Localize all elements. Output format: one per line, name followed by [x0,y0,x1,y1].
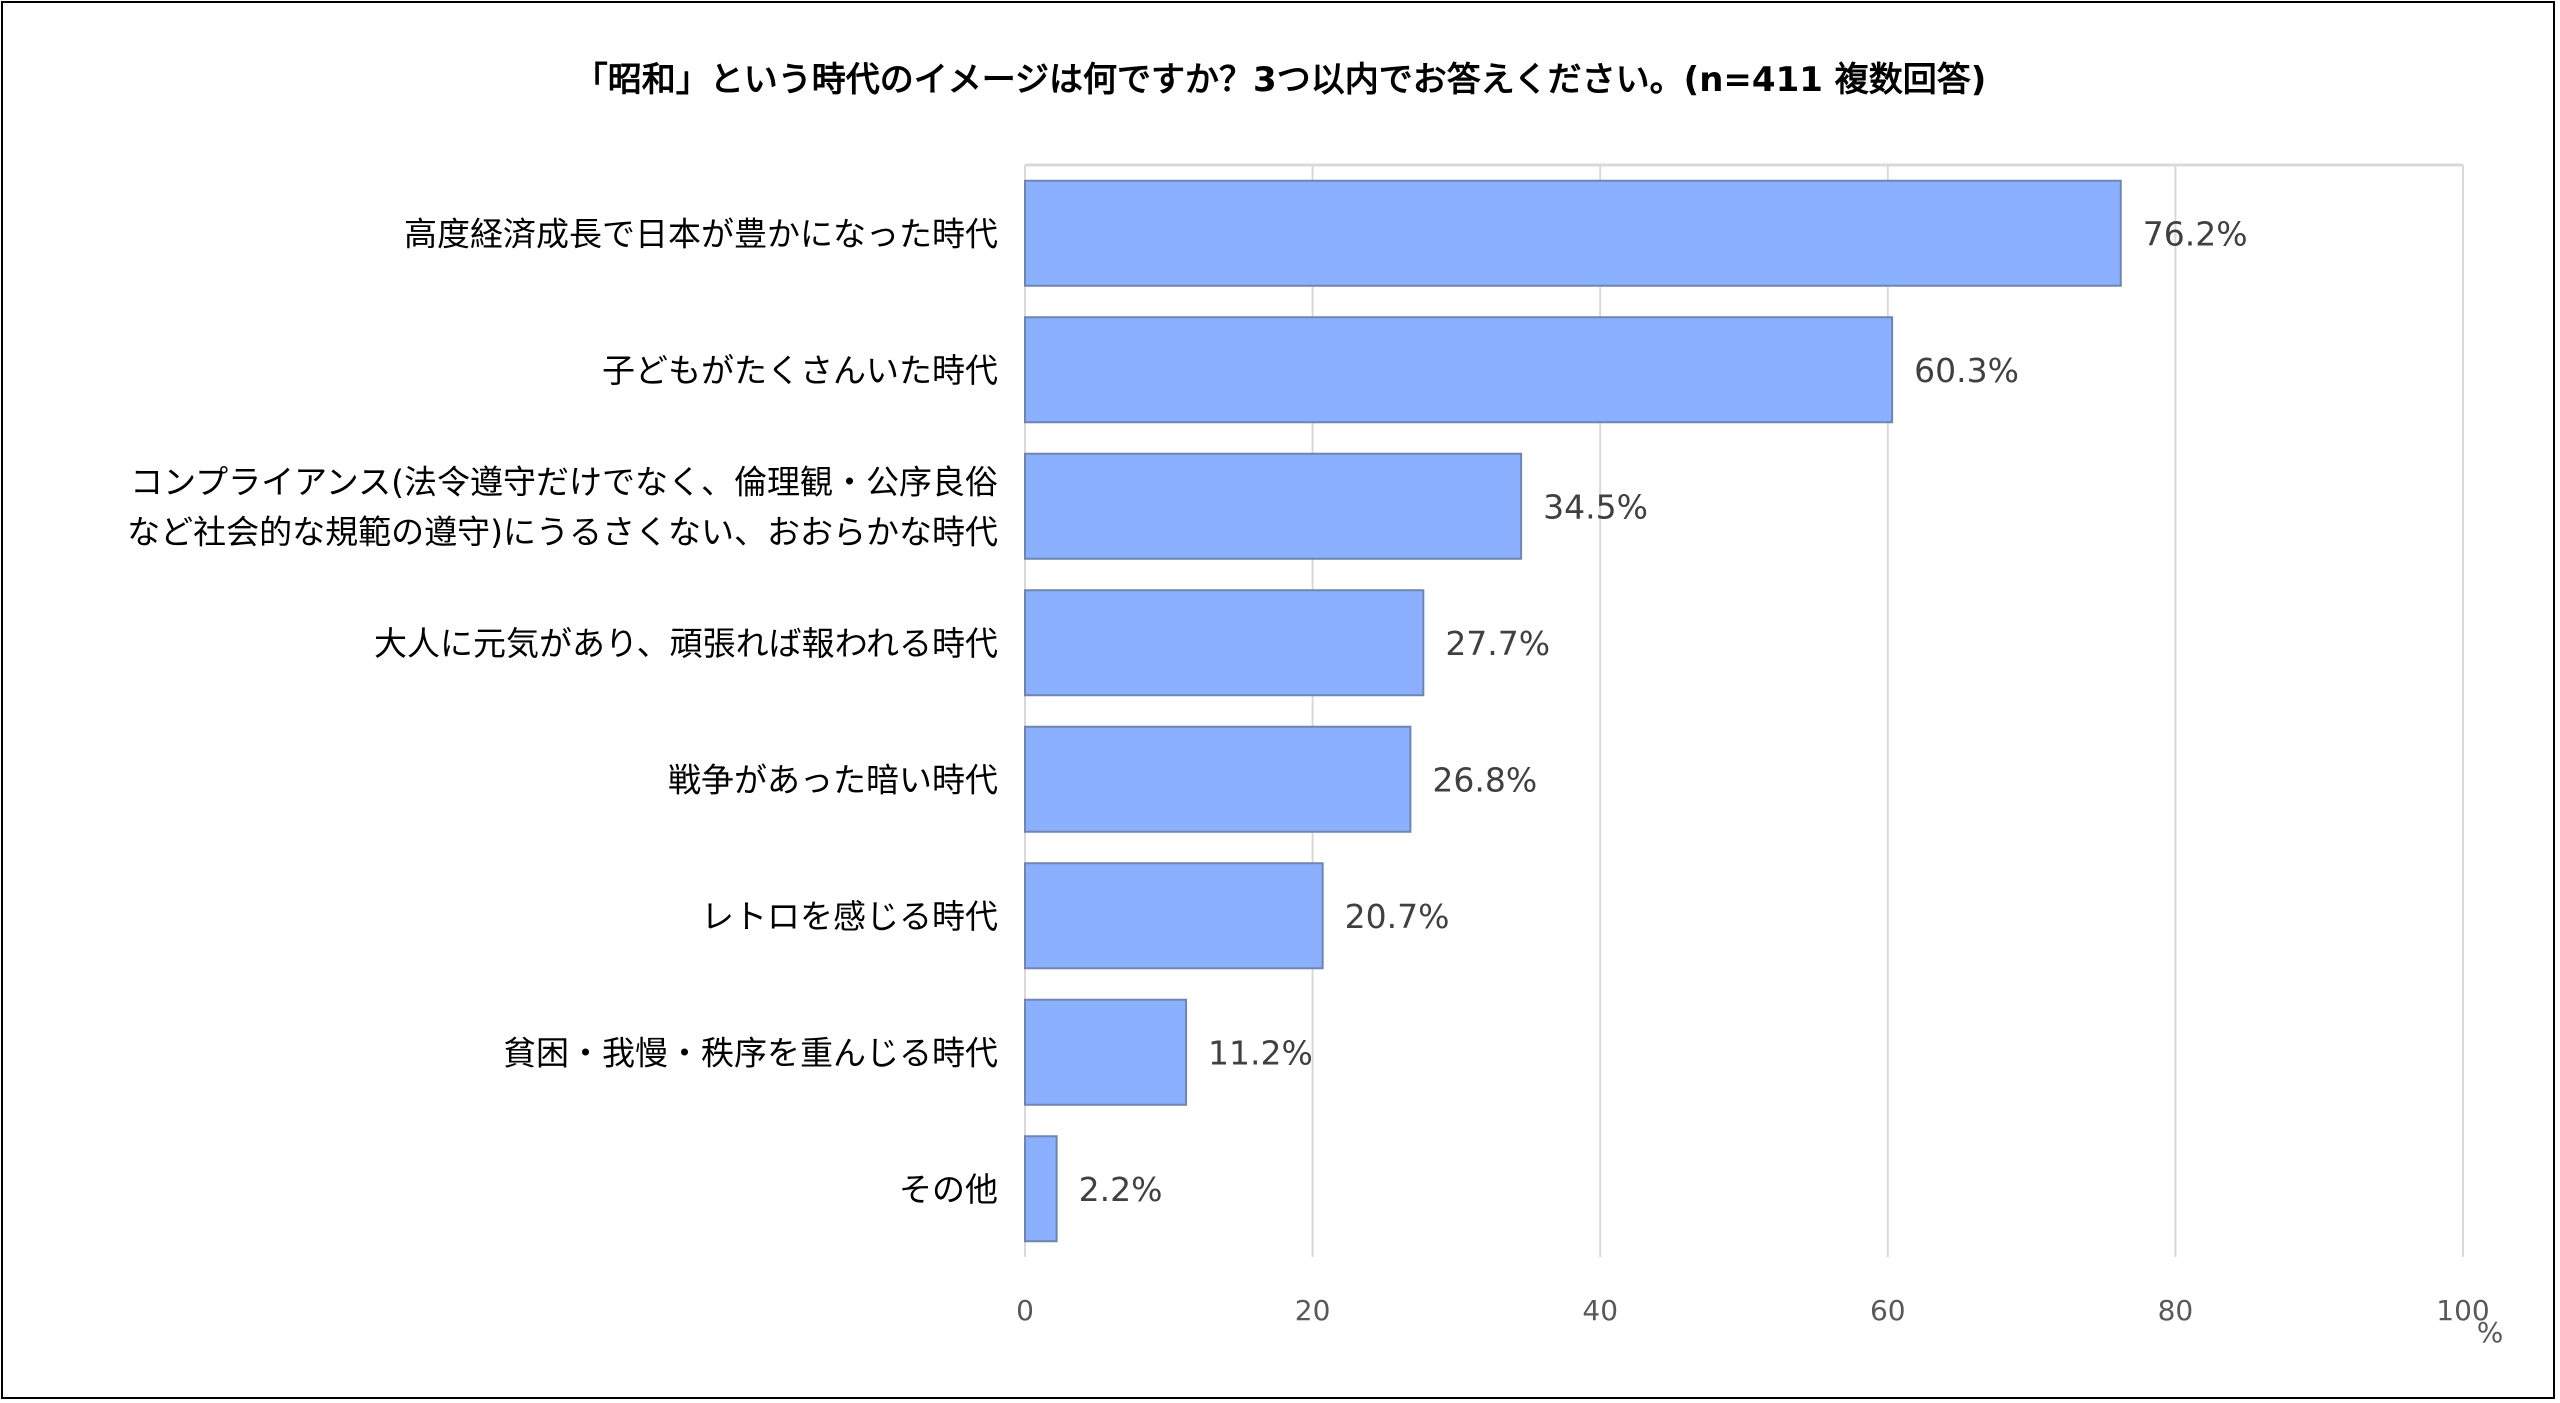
category-label: 戦争があった暗い時代 [668,760,998,799]
x-tick-label: 100 [2436,1294,2489,1327]
category-label: 高度経済成長で日本が豊かになった時代 [404,214,998,253]
data-label: 20.7% [1345,897,1450,936]
data-label: 27.7% [1445,624,1550,663]
category-label: レトロを感じる時代 [701,897,998,936]
x-tick-label: 80 [2158,1294,2194,1327]
x-tick-label: 0 [1016,1294,1034,1327]
bar [1024,862,1324,970]
bar [1024,452,1523,560]
chart-title: 「昭和」という時代のイメージは何ですか？3つ以内でお答えください。(n=411 … [573,60,1987,100]
data-label: 34.5% [1543,487,1648,526]
x-unit-label: % [2477,1316,2504,1349]
category-label: その他 [899,1170,998,1209]
data-label: 2.2% [1079,1170,1163,1209]
bar [1024,589,1425,697]
category-label: 貧困・我慢・秩序を重んじる時代 [503,1033,998,1072]
bar [1024,316,1894,424]
x-tick-label: 20 [1295,1294,1331,1327]
bar [1024,998,1188,1106]
data-label: 76.2% [2143,214,2248,253]
bar [1024,725,1412,833]
data-label: 60.3% [1914,351,2019,390]
category-label: 子どもがたくさんいた時代 [602,351,998,390]
data-label: 26.8% [1432,760,1537,799]
x-tick-label: 40 [1582,1294,1618,1327]
category-label: など社会的な規範の遵守)にうるさくない、おおらかな時代 [127,512,998,551]
category-label: コンプライアンス(法令遵守だけでなく、倫理観・公序良俗 [130,462,998,501]
data-label: 11.2% [1208,1033,1313,1072]
category-label: 大人に元気があり、頑張れば報われる時代 [374,624,998,663]
x-tick-label: 60 [1870,1294,1906,1327]
bar [1024,1135,1058,1243]
bar [1024,179,2122,287]
